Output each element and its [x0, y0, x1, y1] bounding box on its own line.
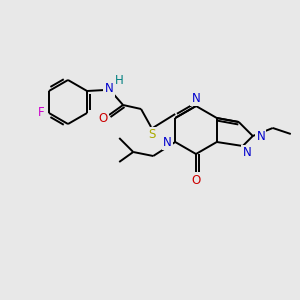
- Text: N: N: [163, 136, 172, 148]
- Text: N: N: [105, 82, 113, 95]
- Text: N: N: [192, 92, 200, 104]
- Text: N: N: [256, 130, 265, 142]
- Text: O: O: [191, 173, 201, 187]
- Text: H: H: [115, 74, 123, 88]
- Text: S: S: [148, 128, 156, 142]
- Text: O: O: [98, 112, 108, 124]
- Text: F: F: [38, 106, 44, 119]
- Text: N: N: [242, 146, 251, 160]
